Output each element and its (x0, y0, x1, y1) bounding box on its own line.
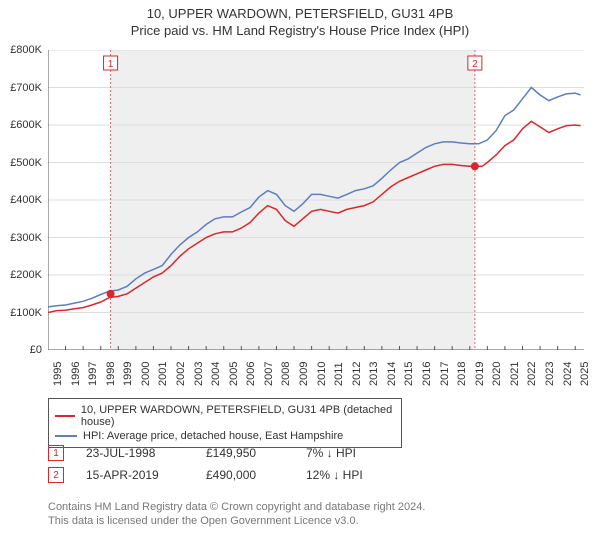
x-tick-label: 2009 (298, 362, 310, 386)
svg-text:2: 2 (472, 59, 478, 70)
y-tick-label: £500K (10, 157, 42, 169)
x-tick-label: 2006 (245, 362, 257, 386)
footer-line2: This data is licensed under the Open Gov… (48, 514, 584, 528)
x-tick-label: 2015 (403, 362, 415, 386)
svg-text:1: 1 (108, 59, 114, 70)
chart-plot: 12 (48, 50, 584, 350)
legend: 10, UPPER WARDOWN, PETERSFIELD, GU31 4PB… (48, 398, 402, 448)
x-tick-label: 2001 (157, 362, 169, 386)
page-title: 10, UPPER WARDOWN, PETERSFIELD, GU31 4PB (0, 6, 600, 21)
x-tick-label: 2017 (439, 362, 451, 386)
x-tick-label: 1998 (105, 362, 117, 386)
legend-label-series1: 10, UPPER WARDOWN, PETERSFIELD, GU31 4PB… (81, 404, 395, 428)
sale-diff: 12% ↓ HPI (306, 468, 426, 482)
x-tick-label: 2000 (140, 362, 152, 386)
sale-row: 1 23-JUL-1998 £149,950 7% ↓ HPI (48, 445, 584, 461)
x-axis-labels: 1995 1996 1997 1998 1999 2000 2001 2002 2003 2004… (48, 356, 584, 396)
page-subtitle: Price paid vs. HM Land Registry's House … (0, 23, 600, 38)
x-tick-label: 2014 (386, 362, 398, 386)
sale-row: 2 15-APR-2019 £490,000 12% ↓ HPI (48, 467, 584, 483)
x-tick-label: 2013 (368, 362, 380, 386)
x-tick-label: 2023 (544, 362, 556, 386)
x-tick-label: 2021 (509, 362, 521, 386)
x-tick-label: 2002 (175, 362, 187, 386)
x-tick-label: 2007 (263, 362, 275, 386)
legend-swatch-series2 (55, 435, 77, 437)
x-tick-label: 2012 (351, 362, 363, 386)
sale-diff: 7% ↓ HPI (306, 446, 426, 460)
sale-price: £490,000 (206, 468, 306, 482)
legend-label-series2: HPI: Average price, detached house, East… (83, 430, 343, 442)
sale-marker-box-1: 1 (48, 445, 64, 461)
footer: Contains HM Land Registry data © Crown c… (48, 500, 584, 529)
y-tick-label: £300K (10, 232, 42, 244)
sale-date: 15-APR-2019 (86, 468, 206, 482)
x-tick-label: 2010 (316, 362, 328, 386)
x-tick-label: 2018 (456, 362, 468, 386)
x-tick-label: 2022 (526, 362, 538, 386)
x-tick-label: 2005 (228, 362, 240, 386)
x-tick-label: 2024 (562, 362, 574, 386)
x-tick-label: 2011 (333, 362, 345, 386)
y-tick-label: £200K (10, 269, 42, 281)
y-tick-label: £700K (10, 82, 42, 94)
x-tick-label: 2025 (579, 362, 591, 386)
x-tick-label: 2003 (193, 362, 205, 386)
x-tick-label: 2019 (474, 362, 486, 386)
sale-marker-box-2: 2 (48, 467, 64, 483)
x-tick-label: 1999 (122, 362, 134, 386)
x-tick-label: 1995 (52, 362, 64, 386)
y-tick-label: £100K (10, 307, 42, 319)
x-tick-label: 2008 (280, 362, 292, 386)
x-tick-label: 1996 (70, 362, 82, 386)
x-tick-label: 1997 (87, 362, 99, 386)
x-tick-label: 2020 (491, 362, 503, 386)
x-tick-label: 2016 (421, 362, 433, 386)
sale-price: £149,950 (206, 446, 306, 460)
x-tick-label: 2004 (210, 362, 222, 386)
sale-date: 23-JUL-1998 (86, 446, 206, 460)
sales-table: 1 23-JUL-1998 £149,950 7% ↓ HPI 2 15-APR… (48, 445, 584, 489)
y-tick-label: £0 (30, 344, 42, 356)
y-tick-label: £800K (10, 44, 42, 56)
y-tick-label: £400K (10, 194, 42, 206)
y-axis-labels: £0£100K£200K£300K£400K£500K£600K£700K£80… (0, 50, 46, 350)
footer-line1: Contains HM Land Registry data © Crown c… (48, 500, 584, 514)
legend-swatch-series1 (55, 415, 75, 417)
y-tick-label: £600K (10, 119, 42, 131)
